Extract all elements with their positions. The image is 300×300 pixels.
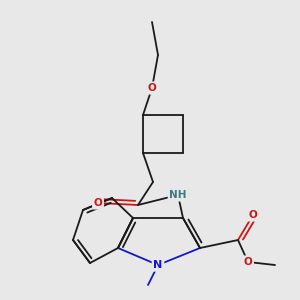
Text: O: O <box>249 210 257 220</box>
Text: N: N <box>153 260 163 270</box>
Text: O: O <box>244 257 252 267</box>
Text: O: O <box>148 83 156 93</box>
Text: O: O <box>94 198 102 208</box>
Text: NH: NH <box>169 190 187 200</box>
